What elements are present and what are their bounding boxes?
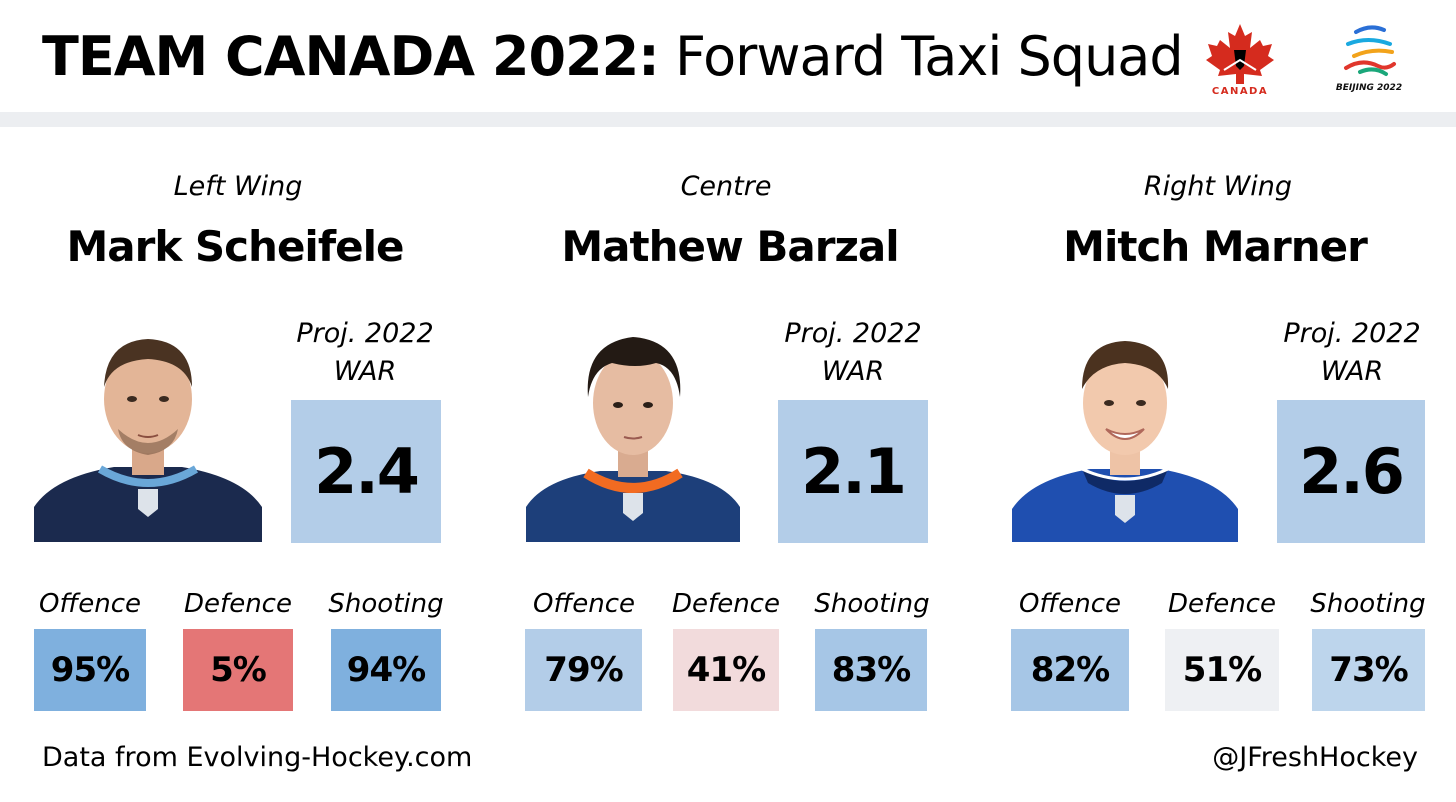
stat-offence: 95%	[34, 629, 146, 711]
header-divider	[0, 112, 1456, 127]
stat-shooting: 73%	[1312, 629, 1425, 711]
player-name: Mitch Marner	[1063, 222, 1368, 271]
stat-defence: 51%	[1165, 629, 1279, 711]
stat-label-offence: Offence	[1019, 589, 1121, 619]
player-position: Right Wing	[1143, 171, 1293, 202]
author-handle: @JFreshHockey	[1212, 742, 1418, 773]
war-label-line1: Proj. 2022	[1283, 318, 1421, 349]
stat-shooting: 83%	[815, 629, 927, 711]
beijing-logo-text: BEIJING 2022	[1336, 83, 1402, 93]
stat-label-defence: Defence	[184, 589, 292, 619]
stat-label-defence: Defence	[1168, 589, 1276, 619]
header: TEAM CANADA 2022: Forward Taxi Squad CAN…	[0, 0, 1456, 112]
stat-label-offence: Offence	[39, 589, 141, 619]
stat-offence: 79%	[525, 629, 642, 711]
player-position: Left Wing	[173, 171, 303, 202]
stat-defence: 5%	[183, 629, 293, 711]
stat-label-shooting: Shooting	[328, 589, 444, 619]
stat-label-shooting: Shooting	[1310, 589, 1426, 619]
player-card-right-wing: Right Wing Mitch Marner Proj. 2022 WAR 2…	[976, 127, 1456, 727]
data-source-credit: Data from Evolving-Hockey.com	[42, 742, 473, 773]
player-card-centre: Centre Mathew Barzal Proj. 2022 WAR 2.1 …	[490, 127, 970, 727]
player-name: Mark Scheifele	[66, 222, 405, 271]
hockey-canada-maple-leaf-logo: CANADA	[1206, 24, 1274, 96]
page-title: TEAM CANADA 2022: Forward Taxi Squad	[42, 24, 1184, 90]
player-position: Centre	[680, 171, 772, 202]
stat-label-shooting: Shooting	[814, 589, 930, 619]
stat-defence: 41%	[673, 629, 779, 711]
war-value: 2.6	[1277, 400, 1425, 543]
stat-shooting: 94%	[331, 629, 441, 711]
player-headshot	[526, 337, 740, 542]
beijing-2022-emblem: BEIJING 2022	[1336, 25, 1402, 93]
player-card-left-wing: Left Wing Mark Scheifele Proj. 2022 WAR …	[0, 127, 480, 727]
player-name: Mathew Barzal	[561, 222, 899, 271]
war-label-line2: WAR	[333, 356, 397, 387]
title-bold: TEAM CANADA 2022:	[42, 25, 660, 88]
war-value: 2.4	[291, 400, 441, 543]
stat-label-defence: Defence	[672, 589, 780, 619]
war-label: Proj. 2022 WAR	[290, 315, 440, 391]
player-headshot	[1012, 341, 1238, 542]
war-label: Proj. 2022 WAR	[778, 315, 928, 391]
stat-offence: 82%	[1011, 629, 1129, 711]
war-label-line2: WAR	[1320, 356, 1384, 387]
war-label-line1: Proj. 2022	[784, 318, 922, 349]
war-value: 2.1	[778, 400, 928, 543]
war-label-line1: Proj. 2022	[296, 318, 434, 349]
war-label: Proj. 2022 WAR	[1277, 315, 1427, 391]
title-light: Forward Taxi Squad	[674, 25, 1184, 88]
player-headshot	[34, 339, 262, 542]
war-label-line2: WAR	[821, 356, 885, 387]
stat-label-offence: Offence	[533, 589, 635, 619]
canada-logo-text: CANADA	[1212, 86, 1268, 96]
